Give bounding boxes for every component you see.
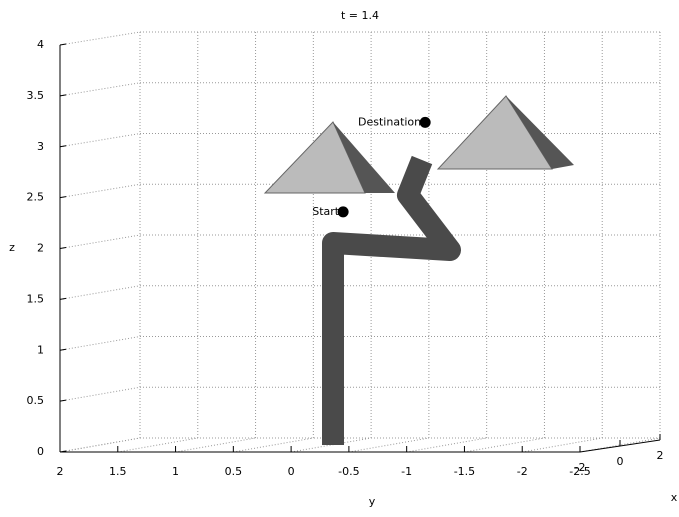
- x-axis-label: x: [671, 491, 678, 504]
- y-axis-label: y: [369, 495, 376, 508]
- point-label: Start: [312, 205, 340, 218]
- y-tick-label: -0.5: [338, 465, 359, 478]
- point: [420, 117, 431, 128]
- y-tick-label: 1: [172, 465, 179, 478]
- y-tick-label: -2: [517, 465, 528, 478]
- z-tick-label: 1: [37, 343, 44, 356]
- z-axis-label: z: [9, 241, 15, 254]
- y-tick-label: 0: [288, 465, 295, 478]
- point-label: Destination: [358, 115, 421, 128]
- chart-title: t = 1.4: [341, 9, 379, 22]
- z-tick-label: 4: [37, 38, 44, 51]
- z-tick-label: 1.5: [27, 292, 45, 305]
- x-tick-label: 2: [657, 449, 664, 462]
- z-tick-label: 3: [37, 140, 44, 153]
- chart: t = 1.4 z y x 0 0.5 1 1.5 2 2.5 3 3.5 4 2 1.5 1 0.5 0…: [0, 0, 679, 513]
- z-tick-label: 0: [37, 445, 44, 458]
- x-tick-label: 0: [617, 455, 624, 468]
- y-tick-label: 1.5: [109, 465, 127, 478]
- point: [338, 206, 349, 217]
- z-tick-label: 2.5: [27, 191, 45, 204]
- y-tick-label: -1.5: [454, 465, 475, 478]
- y-tick-label: 0.5: [225, 465, 243, 478]
- x-tick-label: -2: [575, 461, 586, 474]
- y-tick-label: 2: [57, 465, 64, 478]
- z-tick-label: 2: [37, 242, 44, 255]
- y-tick-label: -1: [401, 465, 412, 478]
- z-tick-label: 0.5: [27, 394, 45, 407]
- z-tick-label: 3.5: [27, 89, 45, 102]
